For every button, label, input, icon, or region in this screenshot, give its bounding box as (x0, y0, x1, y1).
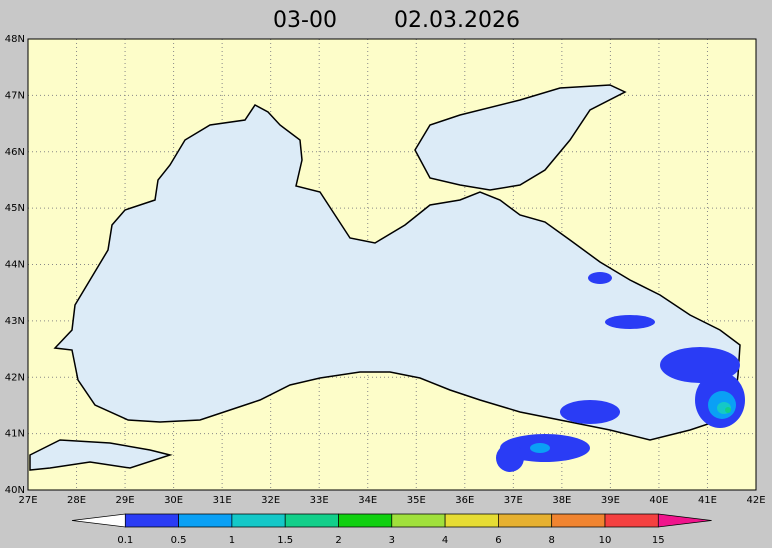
legend-label: 6 (495, 535, 501, 546)
x-label: 41E (698, 495, 717, 506)
legend-swatch (444, 513, 499, 528)
precipitation (496, 272, 745, 472)
legend-swatch (284, 513, 339, 528)
precip-area (496, 444, 524, 472)
x-label: 27E (18, 495, 37, 506)
y-label: 40N (5, 485, 25, 496)
sea-of-azov (414, 84, 627, 191)
precip-area (560, 400, 620, 424)
precip-area (588, 272, 612, 284)
legend-swatch (231, 513, 286, 528)
legend-swatch (604, 513, 659, 528)
legend-label: 10 (599, 535, 612, 546)
black-sea (53, 104, 741, 441)
x-label: 33E (310, 495, 329, 506)
legend-label: 8 (549, 535, 555, 546)
legend-swatch (498, 513, 553, 528)
x-label: 32E (261, 495, 280, 506)
y-label: 47N (5, 90, 25, 101)
legend-label: 1 (229, 535, 235, 546)
legend-label: 0.5 (171, 535, 187, 546)
y-label: 42N (5, 372, 25, 383)
legend-swatch (391, 513, 446, 528)
y-label: 43N (5, 316, 25, 327)
title-time: 03-00 (273, 8, 337, 33)
x-label: 36E (455, 495, 474, 506)
legend-label: 1.5 (277, 535, 293, 546)
x-label: 30E (164, 495, 183, 506)
legend-swatch (657, 513, 712, 528)
y-label: 44N (5, 260, 25, 271)
precip-area (725, 407, 731, 413)
x-label: 29E (116, 495, 135, 506)
sea-of-marmara (29, 439, 173, 471)
x-label: 38E (552, 495, 571, 506)
x-label: 42E (746, 495, 765, 506)
legend: 0.1 0.5 1 1.5 2 3 4 6 8 10 15 (71, 513, 712, 546)
legend-swatch (338, 513, 393, 528)
x-label: 28E (67, 495, 86, 506)
x-label: 39E (601, 495, 620, 506)
legend-label: 15 (652, 535, 665, 546)
y-label: 45N (5, 203, 25, 214)
y-label: 41N (5, 429, 25, 440)
title-date: 02.03.2026 (394, 8, 520, 33)
legend-label: 4 (442, 535, 448, 546)
precip-area (605, 315, 655, 329)
axis-labels: 27E 28E 29E 30E 31E 32E 33E 34E 35E 36E 37E 38E 39E 4… (5, 34, 766, 506)
y-label: 46N (5, 147, 25, 158)
y-label: 48N (5, 34, 25, 45)
precip-area (530, 443, 550, 453)
x-label: 40E (649, 495, 668, 506)
legend-label: 2 (335, 535, 341, 546)
x-label: 31E (213, 495, 232, 506)
legend-label: 0.1 (117, 535, 133, 546)
legend-swatch (124, 513, 179, 528)
x-label: 34E (358, 495, 377, 506)
x-label: 37E (504, 495, 523, 506)
legend-swatch (178, 513, 233, 528)
x-label: 35E (407, 495, 426, 506)
legend-label: 3 (389, 535, 395, 546)
legend-swatch (551, 513, 606, 528)
frame (27, 38, 757, 491)
